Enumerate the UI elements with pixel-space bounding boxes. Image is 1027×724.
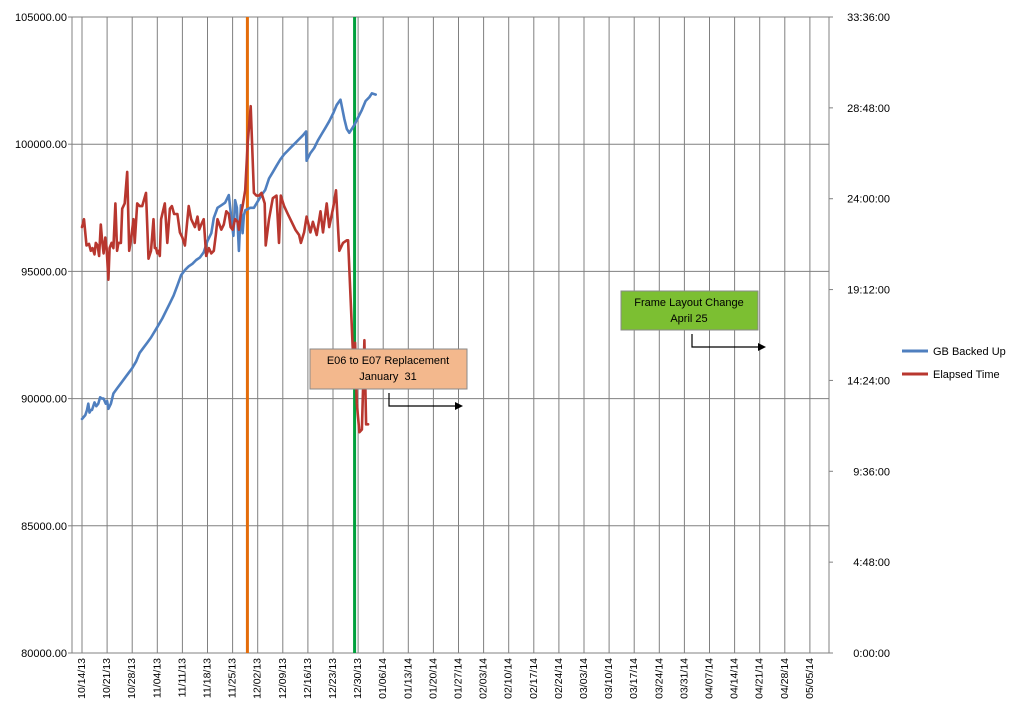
annotation-e06-e07: E06 to E07 Replacement January 31 — [309, 348, 468, 410]
annotation-e06-e07-line1: E06 to E07 Replacement — [327, 355, 449, 367]
annotation-e06-e07-arrow — [388, 393, 459, 407]
annotation-frame-layout-arrow — [691, 334, 761, 348]
y-right-tick-label: 14:24:00 — [847, 375, 890, 387]
x-tick-label: 01/27/14 — [453, 658, 465, 699]
x-tick-label: 11/25/13 — [227, 658, 239, 698]
y-left-tick-label: 105000.00 — [15, 12, 67, 24]
series-line-elapsed-time — [80, 104, 370, 434]
x-tick-label: 03/03/14 — [578, 658, 590, 699]
y-right-tick-label: 0:00:00 — [853, 648, 890, 660]
x-tick-label: 12/23/13 — [327, 658, 339, 699]
x-tick-label: 04/14/14 — [729, 658, 741, 699]
x-tick-label: 02/24/14 — [553, 658, 565, 699]
x-tick-label: 04/21/14 — [754, 658, 766, 699]
x-tick-label: 01/13/14 — [402, 658, 414, 699]
x-tick-label: 10/14/13 — [76, 658, 88, 699]
x-tick-label: 03/10/14 — [603, 658, 615, 699]
y-right-tick-label: 9:36:00 — [853, 466, 890, 478]
x-tick-label: 02/03/14 — [478, 658, 490, 699]
x-tick-label: 12/02/13 — [252, 658, 264, 699]
annotations: E06 to E07 Replacement January 31 Frame … — [309, 290, 766, 410]
x-tick-label: 11/18/13 — [202, 658, 214, 698]
x-tick-label: 02/17/14 — [528, 658, 540, 699]
y-right-tick-label: 33:36:00 — [847, 12, 890, 24]
annotation-frame-layout: Frame Layout Change April 25 — [620, 290, 766, 351]
x-tick-label: 11/04/13 — [151, 658, 163, 698]
y-left-tick-label: 85000.00 — [21, 521, 67, 533]
y-left-tick-label: 80000.00 — [21, 648, 67, 660]
x-tick-label: 12/30/13 — [352, 658, 364, 699]
legend-label-elapsed-time: Elapsed Time — [933, 369, 1000, 381]
annotation-e06-e07-box — [309, 348, 468, 390]
x-tick-label: 03/24/14 — [653, 658, 665, 699]
x-tick-label: 03/31/14 — [678, 658, 690, 699]
x-tick-label: 01/06/14 — [377, 658, 389, 699]
y-left-tick-label: 90000.00 — [21, 394, 67, 406]
annotation-e06-e07-line2: January 31 — [359, 371, 416, 383]
legend: GB Backed Up Elapsed Time — [902, 346, 1006, 381]
x-tick-label: 02/10/14 — [503, 658, 515, 699]
y-axis-left: 80000.00 85000.00 90000.00 95000.00 100000.0… — [15, 12, 72, 660]
x-tick-label: 12/16/13 — [302, 658, 314, 699]
legend-item-elapsed-time: Elapsed Time — [902, 369, 1000, 381]
annotation-frame-layout-line2: April 25 — [670, 313, 707, 325]
x-tick-label: 12/09/13 — [277, 658, 289, 699]
x-tick-label: 04/07/14 — [704, 658, 716, 699]
y-left-tick-label: 95000.00 — [21, 266, 67, 278]
series-line-gb-backed-up — [80, 92, 378, 421]
legend-item-gb-backed-up: GB Backed Up — [902, 346, 1006, 358]
series-lines — [80, 92, 378, 434]
y-right-tick-label: 24:00:00 — [847, 194, 890, 206]
y-right-tick-label: 28:48:00 — [847, 103, 890, 115]
x-tick-label: 01/20/14 — [427, 658, 439, 699]
y-axis-right: 0:00:00 4:48:00 9:36:00 14:24:00 19:12:00 24:… — [829, 12, 890, 660]
x-tick-label: 04/28/14 — [779, 658, 791, 699]
x-tick-label: 05/05/14 — [804, 658, 816, 699]
annotation-frame-layout-line1: Frame Layout Change — [634, 297, 743, 309]
annotation-frame-layout-arrowhead — [758, 343, 766, 351]
x-axis: 10/14/13 10/21/13 10/28/13 11/04/13 11/11/13… — [76, 658, 816, 699]
annotation-e06-e07-arrowhead — [455, 402, 463, 410]
legend-label-gb-backed-up: GB Backed Up — [933, 346, 1006, 358]
gridlines — [72, 17, 829, 653]
y-right-tick-label: 4:48:00 — [853, 557, 890, 569]
y-right-tick-label: 19:12:00 — [847, 285, 890, 297]
x-tick-label: 10/28/13 — [126, 658, 138, 699]
x-tick-label: 11/11/13 — [176, 658, 188, 697]
x-tick-label: 10/21/13 — [101, 658, 113, 699]
x-tick-label: 03/17/14 — [628, 658, 640, 699]
y-left-tick-label: 100000.00 — [15, 139, 67, 151]
annotation-frame-layout-box — [620, 290, 759, 331]
plot-area-border — [71, 16, 830, 654]
